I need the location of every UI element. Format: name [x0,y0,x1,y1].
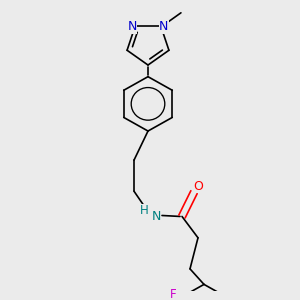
Text: N: N [151,210,161,223]
Text: H: H [140,204,148,217]
Text: N: N [159,20,169,33]
Text: O: O [193,180,203,193]
Text: N: N [128,20,137,33]
Text: F: F [169,288,176,300]
